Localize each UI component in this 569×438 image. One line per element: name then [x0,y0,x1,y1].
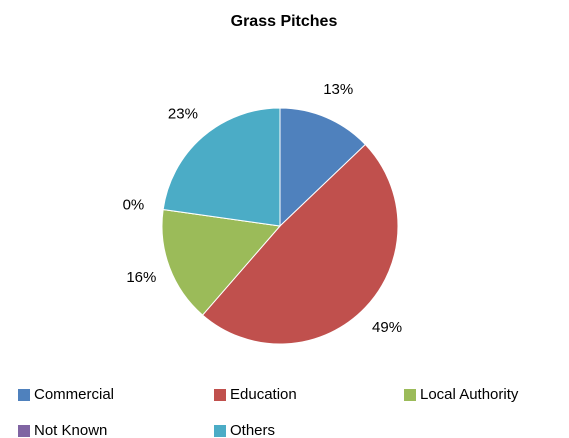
legend-label: Others [230,422,275,438]
data-label: 0% [123,196,145,213]
data-label: 13% [323,81,353,98]
data-label: 49% [372,319,402,336]
legend-label: Education [230,386,297,403]
legend-swatch [214,425,226,437]
pie-slice [161,208,281,316]
legend-label: Commercial [34,386,114,403]
data-label: 23% [168,105,198,122]
legend-label: Local Authority [420,386,519,403]
chart-title: Grass Pitches [231,13,338,30]
legend-label: Not Known [34,422,107,438]
legend-swatch [18,425,30,437]
data-label: 16% [126,269,156,286]
legend-swatch [18,389,30,401]
pie-slice [162,107,281,227]
legend-swatch [214,389,226,401]
legend-swatch [404,389,416,401]
pie-slice [279,107,367,228]
pie-slice [201,143,399,345]
